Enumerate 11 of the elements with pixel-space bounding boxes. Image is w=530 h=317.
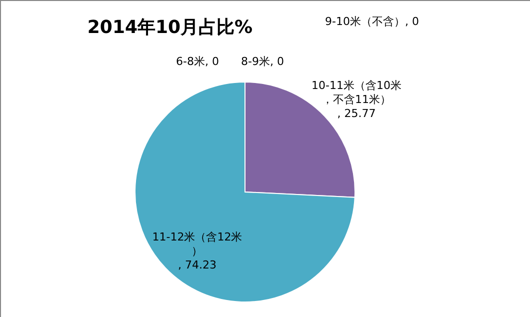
text: , 0 bbox=[270, 55, 284, 68]
category-label: 8-9米 bbox=[241, 55, 270, 68]
chart-title: 2014年10月占比% bbox=[87, 17, 253, 38]
category-label: 6-8米 bbox=[176, 55, 205, 68]
slice-label: 10-11米（含10米，不含11米） bbox=[312, 78, 402, 106]
text: , 0 bbox=[405, 15, 419, 28]
category-label: 9-10米（不含） bbox=[325, 15, 405, 28]
data-label: , 25.77 bbox=[337, 106, 376, 120]
data-label: , 74.23 bbox=[178, 258, 216, 272]
slice-label: 11-12米（含12米） bbox=[152, 230, 242, 258]
text: , 0 bbox=[205, 55, 219, 68]
